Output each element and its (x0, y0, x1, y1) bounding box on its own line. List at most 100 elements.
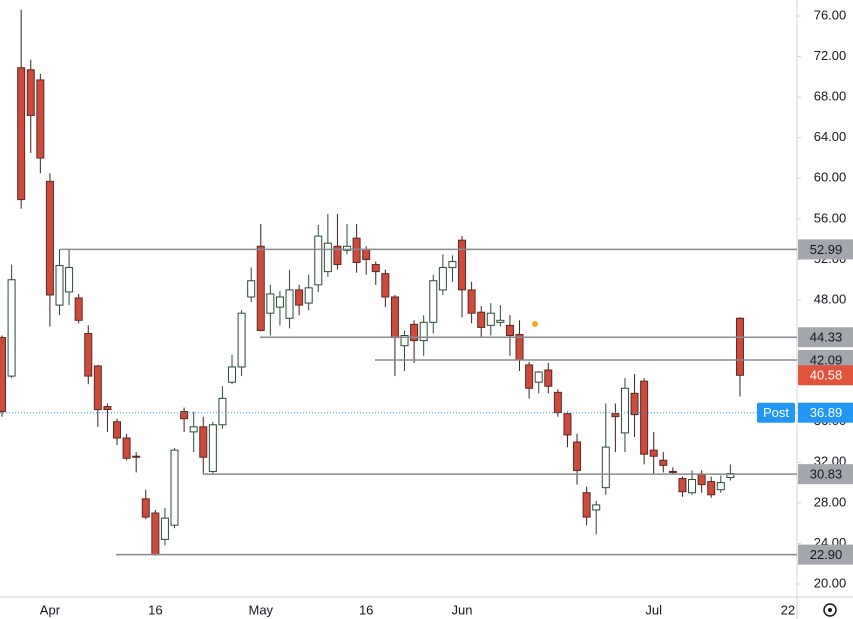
candle-body (640, 380, 649, 455)
level-badge (798, 464, 853, 485)
candle-body (151, 512, 160, 556)
candle-body (563, 413, 572, 436)
candle-body (620, 387, 629, 434)
candle-body (208, 424, 217, 472)
x-tick-label: Apr (40, 602, 61, 617)
candle-body (678, 478, 687, 493)
candle-body (611, 413, 620, 418)
candle-body (419, 321, 428, 342)
candle-body (26, 69, 35, 116)
candle-body (141, 498, 150, 518)
candle-body (601, 446, 610, 489)
y-tick-label: 48.00 (814, 291, 847, 306)
candle-body (218, 397, 227, 426)
candle-body (275, 296, 284, 308)
level-badge (798, 239, 853, 260)
candle-body (362, 248, 371, 260)
candle-body (486, 312, 495, 326)
candle-body (381, 273, 390, 298)
y-tick-label: 60.00 (814, 170, 847, 185)
candle-body (343, 245, 352, 251)
candle-body (438, 267, 447, 291)
level-badge (798, 544, 853, 565)
candle-body (352, 237, 361, 263)
candle-body (515, 334, 524, 361)
candle-body (7, 279, 16, 377)
candle-body (668, 470, 677, 473)
candle-body (103, 406, 112, 411)
candle-body (582, 492, 591, 518)
y-tick-label: 72.00 (814, 48, 847, 63)
candle-body (735, 317, 744, 376)
settings-icon[interactable] (823, 603, 837, 617)
candle-body (505, 324, 514, 337)
post-value: 36.89 (810, 405, 843, 420)
settings-icon-ring[interactable] (823, 603, 837, 617)
candle-body (390, 296, 399, 339)
candle-body (525, 364, 534, 389)
candle-body (659, 459, 668, 466)
candle-body (496, 319, 505, 323)
candle-body (170, 449, 179, 526)
level-badge (798, 327, 853, 348)
y-tick-label: 64.00 (814, 129, 847, 144)
post-tag-label: Post (763, 405, 789, 420)
candle-body (448, 260, 457, 269)
level-badge (798, 349, 853, 370)
candle-body (65, 267, 74, 293)
candle-body (592, 504, 601, 511)
candle-body (55, 265, 64, 306)
x-tick-label: May (248, 602, 273, 617)
candle-body (113, 421, 122, 439)
candle-body (467, 289, 476, 314)
candle-body (93, 365, 102, 411)
x-tick-label: Jun (452, 602, 473, 617)
x-tick-label: 16 (359, 602, 373, 617)
candle-body (323, 242, 332, 273)
candle-body (553, 391, 562, 414)
last-price-badge (798, 365, 853, 386)
candle-body (228, 366, 237, 383)
candle-body (410, 323, 419, 342)
level-label: 52.99 (810, 242, 843, 257)
y-tick-label: 28.00 (814, 494, 847, 509)
candle-body (630, 392, 639, 416)
candle-body (707, 481, 716, 496)
candle-body (247, 280, 256, 298)
candle-body (199, 426, 208, 458)
candle-body (333, 245, 342, 266)
candle-body (458, 239, 467, 291)
last-price-label: 40.58 (810, 368, 843, 383)
x-tick-label: 22 (781, 602, 795, 617)
candle-body (716, 482, 725, 491)
candle-body (573, 441, 582, 471)
y-tick-label: 68.00 (814, 89, 847, 104)
candle-body (132, 455, 141, 458)
candle-body (189, 426, 198, 433)
y-tick-label: 20.00 (814, 575, 847, 590)
candle-body (649, 449, 658, 457)
candle-body (266, 293, 275, 314)
x-tick-label: 16 (148, 602, 162, 617)
settings-icon-dot[interactable] (828, 608, 832, 612)
candle-body (160, 517, 169, 540)
candle-body (544, 369, 553, 387)
candle-body (400, 335, 409, 347)
candle-body (45, 180, 54, 296)
post-tag (757, 402, 795, 423)
x-tick-label: Jul (645, 602, 662, 617)
candle-body (84, 332, 93, 377)
candle-body (122, 437, 131, 459)
candle-body (304, 287, 313, 304)
candle-body (697, 473, 706, 486)
level-label: 44.33 (810, 330, 843, 345)
y-tick-label: 56.00 (814, 210, 847, 225)
candle-body (314, 235, 323, 286)
candle-body (688, 479, 697, 494)
candle-body (295, 289, 304, 306)
y-tick-label: 76.00 (814, 7, 847, 22)
candle-body (0, 337, 6, 413)
level-label: 22.90 (810, 547, 843, 562)
